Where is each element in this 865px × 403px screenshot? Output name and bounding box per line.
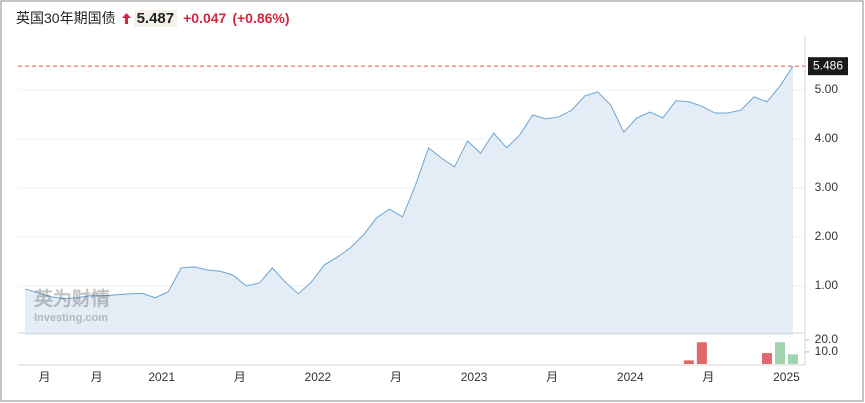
volume-tick-label: 10.0 — [815, 344, 839, 358]
x-tick-label: 2023 — [461, 370, 488, 384]
watermark: 英为财情 Investing.com — [34, 287, 110, 324]
x-tick-label: 2025 — [773, 370, 800, 384]
change-percent: (+0.86%) — [232, 10, 290, 26]
volume-bar — [774, 342, 785, 364]
volume-bar — [761, 353, 772, 364]
y-tick-label: 3.00 — [815, 180, 839, 194]
x-tick-label: 2022 — [305, 370, 332, 384]
header: 英国30年期国债 5.487 +0.047 (+0.86%) — [16, 7, 296, 29]
y-tick-label: 4.00 — [815, 131, 839, 145]
instrument-title: 英国30年期国债 — [16, 10, 116, 26]
x-tick-label: 月 — [91, 370, 103, 384]
volume-bar — [788, 354, 798, 364]
volume-bar — [696, 342, 707, 364]
x-tick-label: 2024 — [617, 370, 644, 384]
y-tick-label: 1.00 — [815, 278, 839, 292]
y-tick-label: 5.00 — [815, 82, 839, 96]
watermark-cn: 英为财情 — [34, 287, 110, 310]
price-line — [24, 65, 794, 300]
area-fill — [25, 66, 793, 335]
volume-tick-label: 20.0 — [815, 332, 839, 346]
last-value-label: 5.486 — [813, 58, 843, 72]
x-tick-label: 月 — [390, 370, 402, 384]
x-tick-label: 2021 — [148, 370, 175, 384]
y-tick-label: 2.00 — [815, 229, 839, 243]
last-value-box — [808, 57, 848, 76]
x-tick-label: 月 — [546, 370, 558, 384]
up-arrow — [121, 12, 131, 24]
volume-bar — [683, 360, 694, 364]
x-tick-label: 月 — [39, 370, 51, 384]
change: +0.047 — [183, 10, 227, 26]
x-tick-label: 月 — [234, 370, 246, 384]
price: 5.487 — [133, 9, 178, 27]
x-tick-label: 月 — [702, 370, 714, 384]
watermark-en: Investing.com — [34, 312, 108, 324]
